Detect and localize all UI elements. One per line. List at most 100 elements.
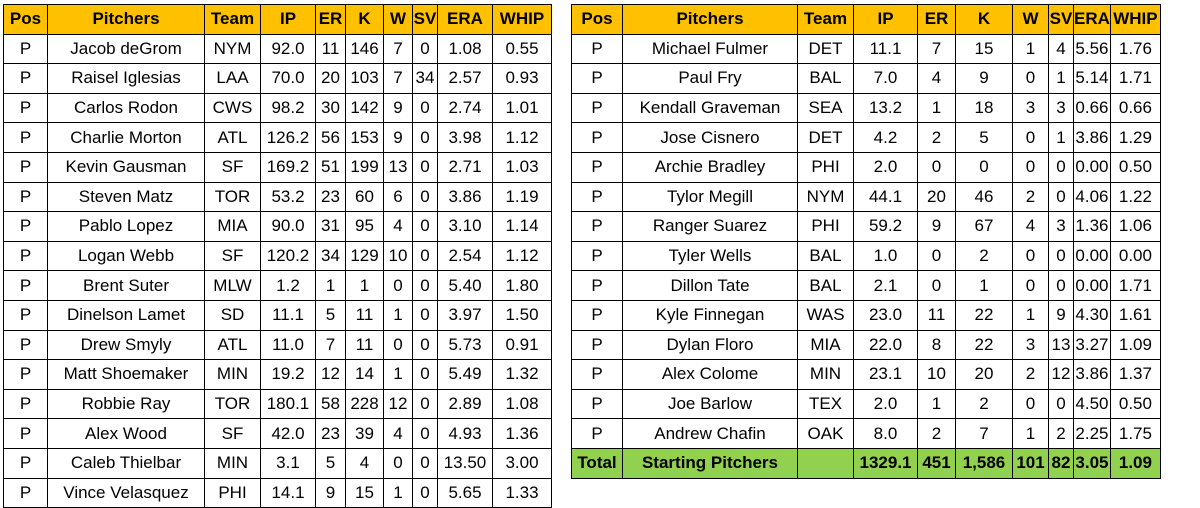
cell-era: 2.74	[437, 92, 493, 124]
cell-era: 2.25	[1073, 418, 1111, 449]
cell-ip: 1.0	[853, 240, 918, 272]
cell-name: Alex Wood	[47, 418, 205, 449]
cell-ip: 92.0	[260, 33, 316, 65]
cell-ip: 44.1	[853, 181, 918, 213]
cell-k: 18	[955, 92, 1013, 124]
cell-w: 0	[1012, 270, 1049, 301]
cell-whip: 1.06	[1109, 211, 1161, 242]
header-pitchers: Pitchers	[622, 4, 798, 35]
cell-k: 103	[345, 63, 384, 94]
cell-sv: 3	[1048, 211, 1074, 242]
table-row: P Jacob deGrom NYM 92.0 11 146 7 0 1.08 0.55	[3, 33, 552, 65]
pitchers-table-left: Pos Pitchers Team IP ER K W SV ERA WHIP …	[3, 4, 552, 508]
cell-k: 2	[955, 388, 1013, 420]
cell-w: 0	[383, 447, 413, 479]
cell-w: 1	[383, 299, 413, 331]
cell-sv: 4	[1048, 33, 1074, 65]
table-row: P Joe Barlow TEX 2.0 1 2 0 0 4.50 0.50	[571, 388, 1161, 420]
cell-ip: 2.0	[853, 151, 918, 183]
cell-k: 2	[955, 240, 1013, 272]
cell-era: 2.89	[437, 388, 493, 420]
cell-whip: 1.50	[492, 299, 552, 331]
cell-team: ATL	[204, 329, 261, 361]
cell-ip: 22.0	[853, 329, 918, 361]
header-k: K	[345, 4, 384, 35]
cell-era: 2.54	[437, 240, 493, 272]
cell-ip: 4.2	[853, 122, 918, 153]
cell-w: 13	[383, 151, 413, 183]
cell-whip: 1.80	[492, 270, 552, 301]
cell-name: Jacob deGrom	[47, 33, 205, 65]
cell-team: TOR	[204, 388, 261, 420]
cell-sv: 0	[412, 329, 438, 361]
cell-whip: 3.00	[492, 447, 552, 479]
cell-sv: 0	[1048, 181, 1074, 213]
cell-er: 34	[315, 240, 346, 272]
cell-name: Michael Fulmer	[622, 33, 798, 65]
cell-sv: 0	[412, 388, 438, 420]
table-row: P Charlie Morton ATL 126.2 56 153 9 0 3.98 1.12	[3, 122, 552, 153]
cell-team: CWS	[204, 92, 261, 124]
cell-k: 11	[345, 329, 384, 361]
cell-ip: 11.1	[260, 299, 316, 331]
header-era: ERA	[437, 4, 493, 35]
table-row: P Matt Shoemaker MIN 19.2 12 14 1 0 5.49 1.32	[3, 359, 552, 390]
cell-name: Raisel Iglesias	[47, 63, 205, 94]
table-row: P Drew Smyly ATL 11.0 7 11 0 0 5.73 0.91	[3, 329, 552, 361]
cell-ip: 13.2	[853, 92, 918, 124]
cell-pos: P	[3, 181, 48, 213]
cell-pos: P	[3, 299, 48, 331]
cell-name: Archie Bradley	[622, 151, 798, 183]
cell-team: SD	[204, 299, 261, 331]
cell-team: TOR	[204, 181, 261, 213]
cell-pos: P	[3, 33, 48, 65]
cell-k: 129	[345, 240, 384, 272]
cell-whip: 1.71	[1109, 63, 1161, 94]
cell-sv: 0	[412, 122, 438, 153]
cell-ip: 3.1	[260, 447, 316, 479]
cell-team: DET	[797, 33, 854, 65]
cell-name: Dylan Floro	[622, 329, 798, 361]
cell-er: 58	[315, 388, 346, 420]
table-row: P Paul Fry BAL 7.0 4 9 0 1 5.14 1.71	[571, 63, 1161, 94]
header-ip: IP	[260, 4, 316, 35]
cell-name: Jose Cisnero	[622, 122, 798, 153]
cell-team: OAK	[797, 418, 854, 449]
cell-k: 4	[345, 447, 384, 479]
cell-ip: 120.2	[260, 240, 316, 272]
table-row: P Steven Matz TOR 53.2 23 60 6 0 3.86 1.19	[3, 181, 552, 213]
cell-era: 0.66	[1073, 92, 1111, 124]
cell-pos: P	[571, 299, 623, 331]
cell-k: 1	[345, 270, 384, 301]
header-sv: SV	[1048, 4, 1074, 35]
cell-era: 4.50	[1073, 388, 1111, 420]
cell-sv: 0	[412, 92, 438, 124]
cell-team: SEA	[797, 92, 854, 124]
cell-er: 4	[917, 63, 956, 94]
cell-er: 2	[917, 122, 956, 153]
cell-w: 7	[383, 63, 413, 94]
cell-sv: 12	[1048, 359, 1074, 390]
cell-team: BAL	[797, 63, 854, 94]
cell-pos: P	[3, 447, 48, 479]
cell-whip: 0.66	[1109, 92, 1161, 124]
cell-w: 2	[1012, 181, 1049, 213]
cell-whip: 1.29	[1109, 122, 1161, 153]
cell-w: 4	[383, 211, 413, 242]
cell-pos: P	[3, 92, 48, 124]
cell-sv: 1	[1048, 63, 1074, 94]
cell-name: Kyle Finnegan	[622, 299, 798, 331]
header-whip: WHIP	[1109, 4, 1161, 35]
cell-era: 3.27	[1073, 329, 1111, 361]
table-row: P Caleb Thielbar MIN 3.1 5 4 0 0 13.50 3.00	[3, 447, 552, 479]
cell-whip: 0.55	[492, 33, 552, 65]
total-cell-era: 3.05	[1073, 447, 1111, 479]
header-team: Team	[204, 4, 261, 35]
header-sv: SV	[412, 4, 438, 35]
cell-whip: 1.32	[492, 359, 552, 390]
cell-ip: 98.2	[260, 92, 316, 124]
total-cell-w: 101	[1012, 447, 1049, 479]
cell-era: 5.73	[437, 329, 493, 361]
cell-whip: 1.36	[492, 418, 552, 449]
cell-name: Paul Fry	[622, 63, 798, 94]
